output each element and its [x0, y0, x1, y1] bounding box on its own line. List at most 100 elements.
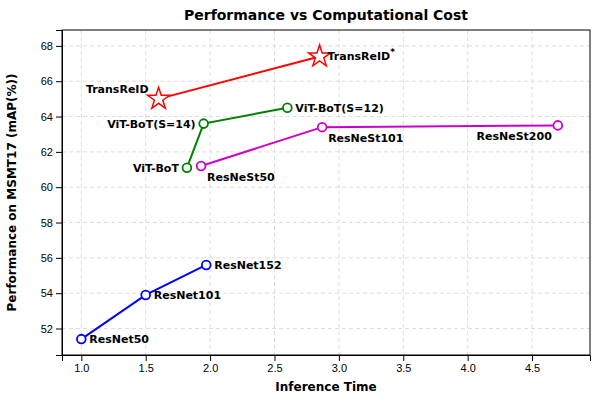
tick: 2.5 [267, 355, 282, 374]
grid-line [62, 222, 590, 223]
tick: 2.0 [203, 355, 218, 374]
tick-label: 54 [41, 287, 53, 299]
point-label: TransReID* [328, 47, 396, 63]
tick-label: 66 [41, 75, 53, 87]
tick-mark [339, 355, 340, 361]
point [141, 291, 150, 300]
tick-mark [403, 355, 404, 361]
grid-line [274, 30, 275, 355]
grid-line [210, 30, 211, 355]
point [318, 123, 327, 132]
grid-line [62, 187, 590, 188]
tick: 68 [41, 40, 62, 52]
point-label: ViT-BoT [133, 162, 179, 175]
tick-label: 4.0 [461, 362, 476, 374]
y-axis-title: Performance on MSMT17 (mAP(%)) [5, 74, 19, 312]
tick-mark [56, 152, 62, 153]
series-line [201, 125, 558, 166]
series-line [81, 265, 206, 339]
x-axis-title: Inference Time [275, 380, 376, 394]
tick-label: 58 [41, 217, 53, 229]
tick-label: 56 [41, 252, 53, 264]
tick-mark [81, 355, 82, 361]
grid-line [62, 45, 590, 46]
grid-line [62, 151, 590, 152]
tick-mark [274, 355, 275, 361]
tick-label: 2.5 [267, 362, 282, 374]
tick: 54 [41, 287, 62, 299]
tick-label: 64 [41, 111, 53, 123]
tick: 1.5 [139, 355, 154, 374]
y-axis: 52 54 56 58 60 62 64 66 68 [41, 31, 63, 356]
tick-label: 3.0 [332, 362, 347, 374]
point-label: ViT-BoT(S=14) [107, 118, 196, 131]
tick-label: 52 [41, 323, 53, 335]
tick-mark [56, 187, 62, 188]
point-label: ResNet101 [154, 289, 221, 302]
tick-label: 3.5 [396, 362, 411, 374]
series-line [187, 108, 287, 168]
x-axis: 1.0 1.5 2.0 2.5 3.0 3.5 4.0 4.5 [63, 355, 591, 374]
grid-line [467, 30, 468, 355]
grid-line [62, 81, 590, 82]
marks [77, 45, 562, 344]
tick: 4.0 [461, 355, 476, 374]
grid-line [403, 30, 404, 355]
tick-mark [56, 223, 62, 224]
point-label: ResNet50 [89, 333, 149, 346]
tick: 60 [41, 181, 62, 193]
point [202, 261, 211, 270]
point-labels: ResNet50ResNet101ResNet152ViT-BoTViT-BoT… [86, 47, 552, 346]
tick-mark [56, 293, 62, 294]
tick: 64 [41, 111, 62, 123]
grid-line [81, 30, 82, 355]
tick-mark [56, 117, 62, 118]
tick-label: 1.5 [139, 362, 154, 374]
grid [62, 30, 590, 355]
title: Performance vs Computational Cost [184, 7, 468, 23]
tick-label: 60 [41, 181, 53, 193]
plot-area: 1.0 1.5 2.0 2.5 3.0 3.5 4.0 4.5 52 54 56 58 60 62 64 66… [41, 30, 591, 374]
tick-label: 62 [41, 146, 53, 158]
tick: 4.5 [525, 355, 540, 374]
point [183, 163, 192, 172]
point [553, 121, 562, 130]
point [148, 87, 170, 108]
tick: 1.0 [74, 355, 89, 374]
point [77, 335, 86, 344]
point-label: ResNeSt50 [207, 171, 275, 184]
plot-frame [62, 30, 590, 355]
tick: 3.0 [332, 355, 347, 374]
grid-line [532, 30, 533, 355]
tick-mark [146, 355, 147, 361]
tick-mark [56, 329, 62, 330]
axis-line [63, 356, 591, 362]
tick-label: 68 [41, 40, 53, 52]
tick-mark [56, 81, 62, 82]
tick-label: 4.5 [525, 362, 540, 374]
tick-mark [468, 355, 469, 361]
tick: 62 [41, 146, 62, 158]
tick: 52 [41, 323, 62, 335]
point-label: TransReID [86, 83, 149, 96]
tick: 3.5 [396, 355, 411, 374]
point-label: ViT-BoT(S=12) [295, 102, 384, 115]
grid-line [62, 328, 590, 329]
point [283, 103, 292, 112]
series-line [159, 56, 320, 98]
tick-mark [210, 355, 211, 361]
tick-mark [56, 46, 62, 47]
grid-line [145, 30, 146, 355]
point-label: ResNeSt200 [477, 130, 553, 143]
tick: 58 [41, 217, 62, 229]
tick-mark [56, 258, 62, 259]
chart: 1.0 1.5 2.0 2.5 3.0 3.5 4.0 4.5 52 54 56 58 60 62 64 66… [0, 0, 604, 401]
tick-label: 2.0 [203, 362, 218, 374]
tick-label: 1.0 [74, 362, 89, 374]
tick-mark [532, 355, 533, 361]
grid-line [62, 257, 590, 258]
point [197, 162, 206, 171]
grid-line [338, 30, 339, 355]
tick: 66 [41, 75, 62, 87]
point-label: ResNeSt101 [328, 132, 403, 145]
